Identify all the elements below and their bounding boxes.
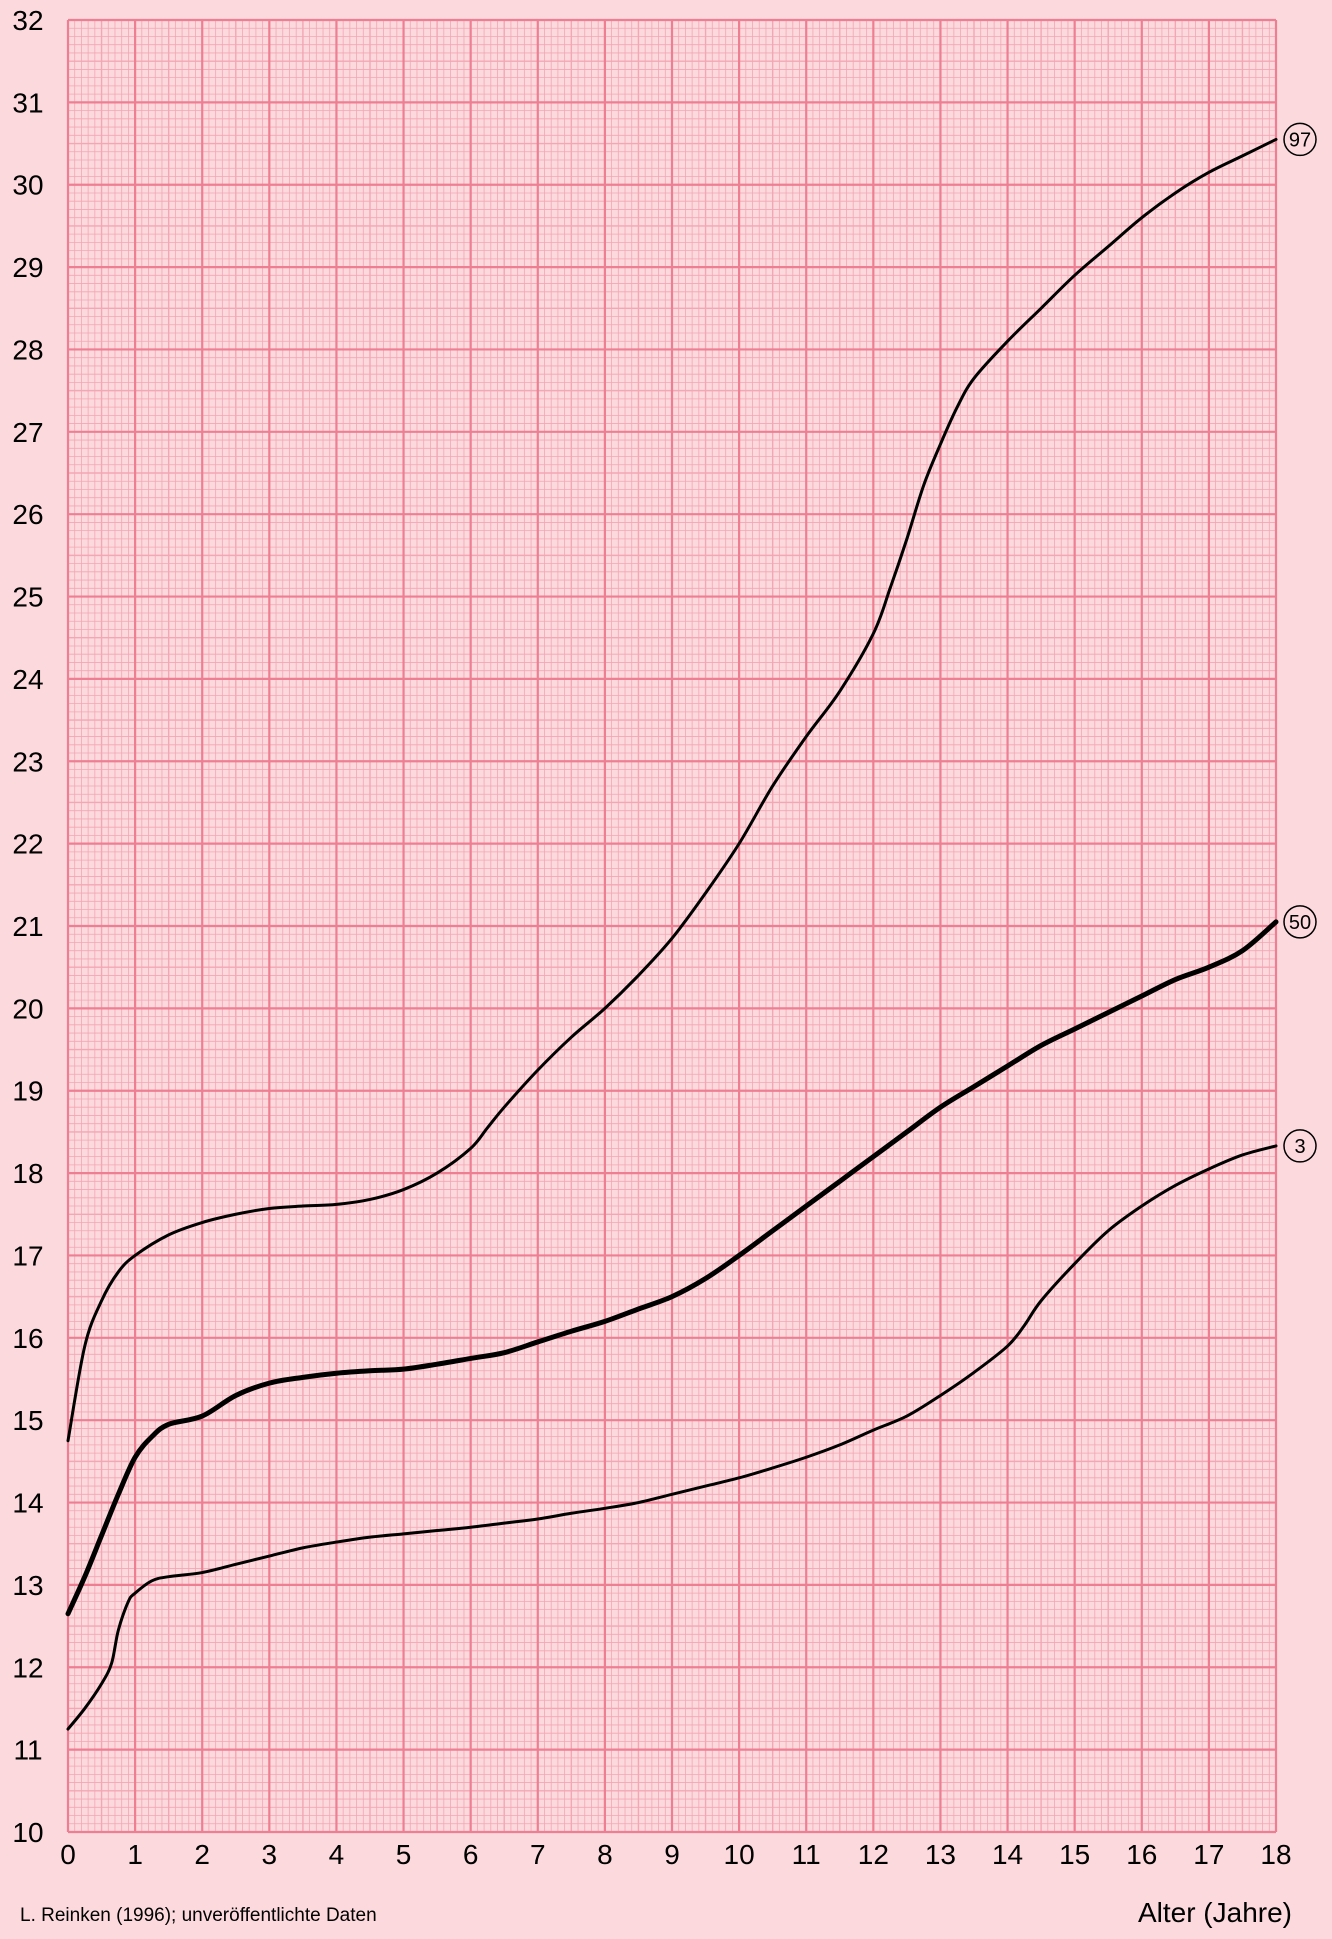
y-tick-label: 25 xyxy=(12,582,43,613)
percentile-curve-50 xyxy=(65,919,1279,1617)
y-tick-label: 20 xyxy=(12,993,43,1024)
y-tick-label: 24 xyxy=(12,664,43,695)
x-tick-label: 2 xyxy=(194,1839,210,1870)
y-tick-label: 12 xyxy=(12,1652,43,1683)
percentile-label-circle xyxy=(1283,122,1317,157)
x-tick-label: 9 xyxy=(664,1839,680,1870)
x-tick-label: 4 xyxy=(329,1839,345,1870)
y-tick-label: 29 xyxy=(12,252,43,283)
percentile-curves xyxy=(65,137,1279,1731)
percentile-curve-3 xyxy=(66,1144,1278,1731)
x-tick-label: 17 xyxy=(1193,1839,1224,1870)
x-tick-label: 16 xyxy=(1126,1839,1157,1870)
percentile-label-97: 97 xyxy=(1289,129,1311,151)
percentile-labels: 97 50 3 xyxy=(1283,122,1317,1163)
x-tick-label: 0 xyxy=(60,1839,76,1870)
y-tick-label: 19 xyxy=(12,1076,43,1107)
percentile-label-circle xyxy=(1283,1129,1317,1163)
y-tick-label: 14 xyxy=(12,1488,43,1519)
y-tick-label: 16 xyxy=(12,1323,43,1354)
x-tick-label: 13 xyxy=(925,1839,956,1870)
y-tick-label: 11 xyxy=(13,1735,42,1766)
x-tick-label: 18 xyxy=(1260,1839,1291,1870)
y-tick-label: 31 xyxy=(12,87,43,118)
y-axis-tick-labels: 10 11 12 13 14 15 16 17 18 19 20 21 22 23 24 25 26 27 28 29… xyxy=(12,5,43,1848)
y-tick-label: 26 xyxy=(12,499,43,530)
y-tick-label: 13 xyxy=(12,1570,43,1601)
x-tick-label: 11 xyxy=(792,1839,821,1870)
y-tick-label: 21 xyxy=(12,911,43,942)
x-tick-label: 12 xyxy=(858,1839,889,1870)
x-tick-label: 6 xyxy=(463,1839,479,1870)
y-tick-label: 17 xyxy=(12,1240,43,1271)
y-tick-label: 32 xyxy=(12,5,43,36)
y-tick-label: 18 xyxy=(12,1158,43,1189)
percentile-curve-97 xyxy=(66,137,1278,1443)
x-tick-label: 8 xyxy=(597,1839,613,1870)
percentile-label-circle xyxy=(1283,905,1317,939)
y-tick-label: 27 xyxy=(12,417,43,448)
percentile-label-3: 3 xyxy=(1294,1136,1305,1158)
x-tick-label: 1 xyxy=(127,1839,143,1870)
percentile-label-50: 50 xyxy=(1289,912,1311,934)
x-axis-label: Alter (Jahre) xyxy=(1137,1897,1292,1928)
y-tick-label: 22 xyxy=(12,829,43,860)
y-tick-label: 30 xyxy=(12,170,43,201)
x-axis-tick-labels: 0 1 2 3 4 5 6 7 8 9 10 11 12 13 14 15 16 17 18 xyxy=(60,1839,1291,1870)
source-note: L. Reinken (1996); unveröffentlichte Dat… xyxy=(20,1905,377,1926)
y-tick-label: 15 xyxy=(12,1405,43,1436)
y-tick-label: 10 xyxy=(12,1817,43,1848)
x-tick-label: 10 xyxy=(724,1839,755,1870)
x-tick-label: 15 xyxy=(1059,1839,1090,1870)
x-tick-label: 14 xyxy=(992,1839,1023,1870)
y-tick-label: 23 xyxy=(12,746,43,777)
x-tick-label: 5 xyxy=(396,1839,412,1870)
y-tick-label: 28 xyxy=(12,334,43,365)
x-tick-label: 3 xyxy=(262,1839,278,1870)
major-grid xyxy=(66,18,1278,1834)
x-tick-label: 7 xyxy=(530,1839,546,1870)
